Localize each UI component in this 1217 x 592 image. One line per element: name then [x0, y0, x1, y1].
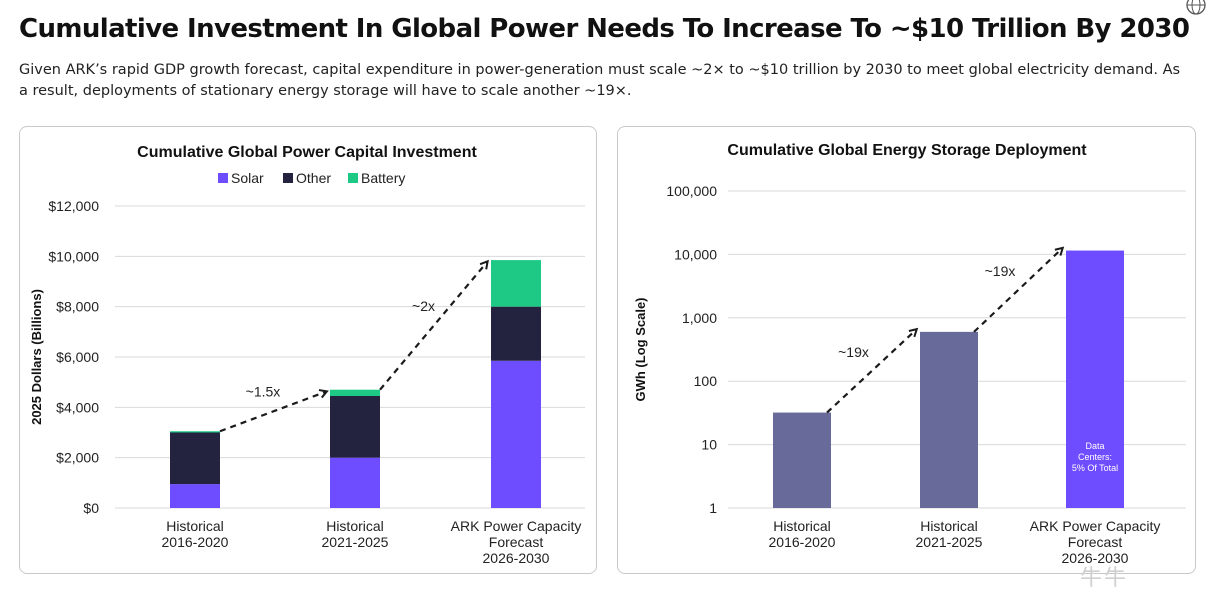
x-tick-label: 2016-2020 [769, 534, 836, 550]
investment-chart: Cumulative Global Power Capital Investme… [29, 144, 585, 566]
legend-label-battery: Battery [361, 170, 405, 186]
y-tick-label: $6,000 [56, 349, 99, 365]
x-tick-label: Historical [166, 518, 224, 534]
storage-chart: Cumulative Global Energy Storage Deploym… [633, 142, 1186, 566]
y-tick-label: $12,000 [48, 198, 99, 214]
storage-chart-panel: Cumulative Global Energy Storage Deploym… [617, 126, 1196, 574]
y-axis-label: GWh (Log Scale) [633, 298, 648, 402]
growth-arrow [219, 392, 326, 433]
y-tick-label: 100,000 [666, 183, 717, 199]
legend-label-solar: Solar [231, 170, 264, 186]
x-tick-label: Forecast [489, 534, 544, 550]
chart-title: Cumulative Global Energy Storage Deploym… [727, 142, 1087, 159]
bar-battery-0 [170, 431, 220, 433]
x-tick-label: 2016-2020 [162, 534, 229, 550]
x-tick-label: Historical [773, 518, 831, 534]
y-tick-label: 10,000 [674, 246, 717, 262]
growth-arrow [826, 330, 916, 414]
bar-data-label: 5% Of Total [1072, 463, 1118, 473]
x-tick-label: ARK Power Capacity [451, 518, 582, 534]
bar-data-label: Data [1085, 441, 1104, 451]
y-axis-label: 2025 Dollars (Billions) [29, 289, 44, 425]
bar-other-0 [170, 432, 220, 485]
x-tick-label: Historical [326, 518, 384, 534]
y-tick-label: $2,000 [56, 450, 99, 466]
page-title: Cumulative Investment In Global Power Ne… [19, 14, 1190, 44]
y-tick-label: $10,000 [48, 248, 99, 264]
bar-other-2 [491, 306, 541, 361]
page-subtitle: Given ARK’s rapid GDP growth forecast, c… [19, 62, 1181, 99]
x-tick-label: 2026-2030 [483, 550, 550, 566]
bar-solar-2 [491, 360, 541, 508]
legend-swatch-other [283, 173, 293, 183]
investment-chart-panel: Cumulative Global Power Capital Investme… [19, 126, 597, 574]
y-tick-label: $0 [83, 500, 99, 516]
y-tick-label: 10 [701, 437, 717, 453]
y-tick-label: 1 [709, 500, 717, 516]
y-tick-label: 1,000 [682, 310, 717, 326]
globe-icon [1186, 0, 1206, 15]
x-tick-label: ARK Power Capacity [1030, 518, 1161, 534]
x-tick-label: 2021-2025 [916, 534, 983, 550]
growth-label: ~2x [412, 298, 435, 314]
bar-battery-2 [491, 260, 541, 307]
bar-solar-0 [170, 484, 220, 508]
legend-swatch-battery [348, 173, 358, 183]
bar-storage-2 [1066, 250, 1124, 508]
y-tick-label: $8,000 [56, 299, 99, 315]
growth-label: ~19x [838, 344, 869, 360]
bar-other-1 [330, 396, 380, 458]
growth-label: ~1.5x [246, 383, 281, 399]
y-tick-label: 100 [694, 373, 718, 389]
bar-battery-1 [330, 389, 380, 397]
bar-storage-0 [773, 412, 831, 508]
x-tick-label: Historical [920, 518, 978, 534]
bar-storage-1 [920, 331, 978, 508]
chart-title: Cumulative Global Power Capital Investme… [137, 144, 477, 161]
growth-arrow [973, 249, 1062, 333]
x-tick-label: Forecast [1068, 534, 1123, 550]
y-tick-label: $4,000 [56, 399, 99, 415]
legend-swatch-solar [218, 173, 228, 183]
watermark: 牛牛 [1080, 566, 1129, 591]
legend-label-other: Other [296, 170, 331, 186]
x-tick-label: 2021-2025 [322, 534, 389, 550]
growth-arrow [379, 262, 487, 391]
bar-data-label: Centers: [1078, 452, 1112, 462]
x-tick-label: 2026-2030 [1062, 550, 1129, 566]
growth-label: ~19x [985, 263, 1016, 279]
bar-solar-1 [330, 457, 380, 508]
